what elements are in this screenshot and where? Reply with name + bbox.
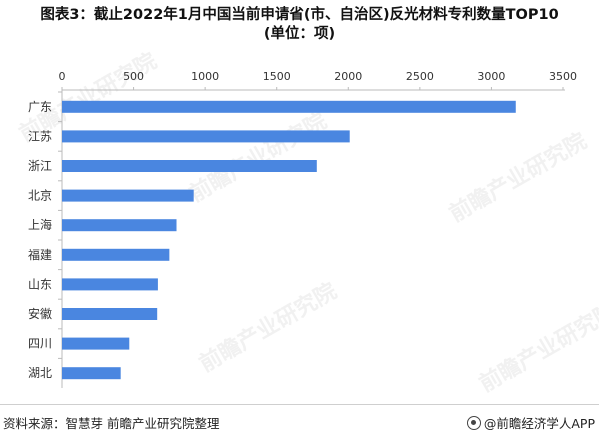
bar-chart: 0 500 1000 1500 2000 2500 3000 3500 广东江苏浙江北京上海福建… (28, 70, 577, 388)
bar (62, 367, 121, 380)
category-label: 广东 (28, 100, 52, 114)
x-tick-label: 2500 (406, 70, 434, 83)
category-label: 浙江 (28, 159, 52, 173)
category-label: 福建 (28, 247, 52, 262)
category-label: 上海 (28, 217, 52, 232)
source-note: 资料来源：智慧芽 前瞻产业研究院整理 (3, 416, 220, 431)
bar (62, 248, 170, 261)
brand-logo-icon (466, 415, 481, 430)
category-label: 江苏 (28, 129, 52, 143)
x-tick-label: 1500 (263, 70, 291, 83)
bar (62, 160, 317, 172)
bar (62, 308, 158, 320)
footer-divider (0, 404, 599, 405)
x-tick-label: 500 (123, 70, 144, 83)
bar (62, 189, 194, 202)
chart-title-unit: (单位：项) (263, 26, 336, 42)
bar (62, 130, 350, 143)
brand-label: @前瞻经济学人APP (483, 416, 595, 431)
brand-credit: @前瞻经济学人APP (466, 413, 595, 432)
x-tick-label: 2000 (334, 70, 362, 83)
x-tick-label: 3500 (549, 70, 577, 83)
bar (62, 278, 158, 291)
bar (62, 337, 130, 350)
category-label: 湖北 (28, 365, 52, 380)
category-label: 四川 (28, 337, 52, 351)
chart-title-main: 图表3：截止2022年1月中国当前申请省(市、自治区)反光材料专利数量TOP10 (40, 7, 559, 23)
x-tick-label: 0 (59, 70, 66, 83)
bar (62, 219, 177, 232)
category-label: 安徽 (28, 306, 52, 321)
x-tick-label: 1000 (191, 70, 219, 83)
category-label: 山东 (28, 277, 52, 291)
category-label: 北京 (28, 189, 52, 203)
chart-title: 图表3：截止2022年1月中国当前申请省(市、自治区)反光材料专利数量TOP10… (0, 6, 599, 44)
x-tick-label: 3000 (477, 70, 505, 83)
bar (62, 100, 516, 113)
